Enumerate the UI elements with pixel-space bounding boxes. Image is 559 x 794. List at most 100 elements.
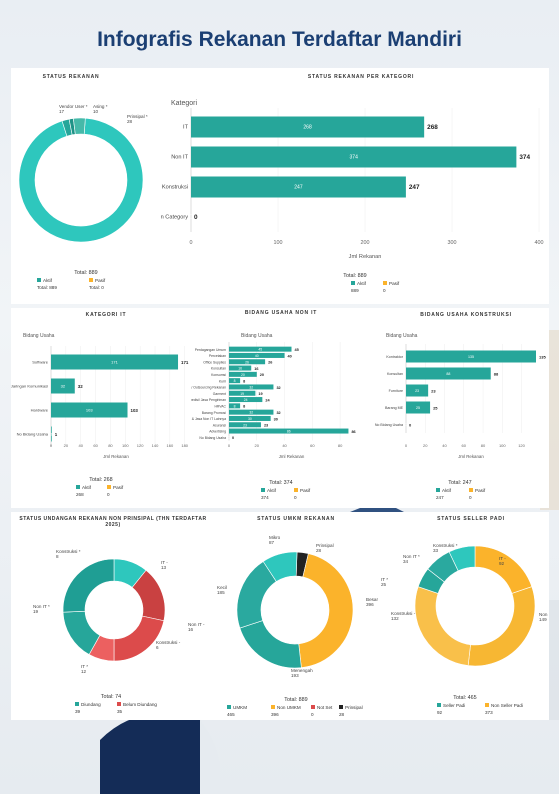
bar-data-label-1: 45 bbox=[295, 348, 299, 352]
slice-value-5: 34 bbox=[403, 559, 409, 564]
x-axis-label: Jml Rekanan bbox=[279, 454, 305, 459]
bar-data-label-10: 8 bbox=[243, 405, 245, 409]
bar-inner-label-7: 32 bbox=[249, 385, 253, 389]
bar-inner-label-11: 32 bbox=[249, 411, 253, 415]
slice-label-2: Besar bbox=[366, 597, 378, 602]
bar-8 bbox=[229, 390, 256, 396]
slice-label-3: Asing * bbox=[93, 104, 108, 109]
chart-total-label: Total: 247 bbox=[448, 480, 471, 486]
bar-inner-label-1: 45 bbox=[258, 348, 262, 352]
bar-7 bbox=[229, 384, 274, 390]
legend-swatch bbox=[339, 705, 343, 709]
bar-inner-label-3: 23 bbox=[415, 389, 419, 393]
legend-item-1: UMKM bbox=[233, 705, 247, 710]
chart-total-label: Total: 74 bbox=[101, 694, 121, 700]
bar-data-label-9: 24 bbox=[265, 398, 270, 402]
bar-11 bbox=[229, 409, 274, 415]
x-tick-8: 140 bbox=[152, 443, 159, 448]
category-label-8: Garment bbox=[213, 392, 226, 396]
bar-2 bbox=[406, 367, 491, 380]
slice-value-2: 396 bbox=[366, 602, 374, 607]
legend-value-1: 39 bbox=[75, 709, 81, 714]
legend-value-2: 0 bbox=[107, 492, 110, 497]
category-label-5: No Bidang Usaha bbox=[375, 423, 403, 427]
legend-swatch bbox=[485, 703, 489, 707]
legend-value-2: 373 bbox=[485, 710, 493, 715]
x-tick-2: 100 bbox=[274, 240, 283, 246]
panel-middle: KATEGORI IT Bidang Usaha 0 20 40 60 80 100 120 14… bbox=[11, 308, 549, 508]
y-axis-label: Bidang Usaha bbox=[241, 333, 273, 339]
legend-swatch bbox=[437, 703, 441, 707]
x-axis-label: Jml Rekanan bbox=[349, 254, 382, 260]
chart-total-label: Total: 465 bbox=[453, 695, 476, 701]
legend-swatch bbox=[227, 705, 231, 709]
chart-title: STATUS REKANAN bbox=[43, 74, 100, 80]
legend-swatch bbox=[436, 488, 440, 492]
pie-slice-2 bbox=[467, 586, 536, 667]
chart-title-line-2: 2025) bbox=[105, 522, 120, 528]
category-label-9: Ekspedisi/ Jasa Pengiriman bbox=[191, 398, 226, 402]
category-label-13: Asuransi bbox=[213, 423, 226, 427]
bar-data-label-3: 26 bbox=[268, 361, 272, 365]
bar-inner-label-12: 30 bbox=[248, 417, 252, 421]
bar-4 bbox=[229, 365, 252, 371]
bar-data-label-8: 19 bbox=[258, 392, 262, 396]
chart-title: BIDANG USAHA KONSTRUKSI bbox=[420, 312, 512, 318]
x-tick-2: 20 bbox=[423, 443, 428, 448]
category-label-15: No Bidang Usaha bbox=[199, 436, 226, 440]
x-tick-3: 40 bbox=[442, 443, 447, 448]
slice-value-5: 12 bbox=[81, 669, 87, 674]
legend-value-1: 247 bbox=[436, 495, 444, 500]
pie-slice-6 bbox=[62, 558, 115, 613]
category-label-4: Barang ME bbox=[385, 406, 404, 410]
x-tick-1: 0 bbox=[228, 443, 231, 448]
bar-12 bbox=[229, 415, 271, 421]
x-tick-2: 20 bbox=[255, 443, 260, 448]
pie-slice-5 bbox=[262, 551, 298, 582]
category-label-3: Furniture bbox=[389, 389, 403, 393]
bar-data-label-1: 268 bbox=[427, 124, 438, 131]
bar-data-label-2: 374 bbox=[519, 154, 530, 161]
x-tick-1: 0 bbox=[190, 240, 193, 246]
bar-inner-label-3: 26 bbox=[245, 360, 249, 364]
chart-title: STATUS SELLER PADI bbox=[437, 516, 505, 522]
x-tick-5: 80 bbox=[338, 443, 343, 448]
legend-value-1: 465 bbox=[227, 712, 235, 717]
bar-data-label-4: 0 bbox=[194, 214, 198, 221]
x-axis-label: Jml Rekanan bbox=[103, 454, 129, 459]
bar-inner-label-2: 40 bbox=[255, 354, 259, 358]
legend-value-4: 28 bbox=[339, 712, 345, 717]
legend-item-1: Aktif bbox=[357, 281, 367, 286]
x-tick-7: 120 bbox=[137, 443, 144, 448]
slice-value-2: 17 bbox=[59, 109, 65, 114]
pie-slice-6 bbox=[448, 545, 476, 572]
bar-10 bbox=[229, 403, 241, 409]
bar-inner-label-15: 0 bbox=[228, 436, 230, 440]
slice-value-1: 8 bbox=[56, 554, 59, 559]
category-label-4: Konsultan bbox=[211, 367, 226, 371]
slice-value-4: 6 bbox=[156, 645, 159, 650]
bar-3 bbox=[229, 359, 266, 365]
category-label-10: HRVAC bbox=[214, 404, 226, 408]
category-label-2: Konsultan bbox=[387, 372, 403, 376]
bar-inner-label-3: 103 bbox=[86, 408, 93, 413]
y-axis-label: Bidang Usaha bbox=[23, 333, 55, 339]
legend-value-1: 374 bbox=[261, 495, 269, 500]
bar-3 bbox=[406, 384, 429, 397]
chart-status-rekanan: STATUS REKANANUmum *854Vendor User *17As… bbox=[18, 74, 148, 290]
legend-value-2: 0 bbox=[383, 288, 386, 293]
bar-data-label-4: 16 bbox=[254, 367, 258, 371]
category-label-2: Non IT bbox=[171, 155, 188, 161]
bar-inner-label-14: 86 bbox=[287, 430, 291, 434]
legend-item-3: Not Set bbox=[317, 705, 333, 710]
bar-data-label-12: 30 bbox=[274, 417, 278, 421]
legend-swatch bbox=[271, 705, 275, 709]
chart-total-label: Total: 268 bbox=[89, 477, 112, 483]
x-tick-4: 60 bbox=[310, 443, 315, 448]
slice-label-4: Konstruksi - bbox=[156, 640, 181, 645]
chart-total-label: Total: 889 bbox=[284, 697, 307, 703]
bar-data-label-14: 86 bbox=[351, 430, 355, 434]
x-tick-5: 80 bbox=[481, 443, 486, 448]
legend-swatch bbox=[311, 705, 315, 709]
category-label-3: Konstruksi bbox=[162, 185, 188, 191]
